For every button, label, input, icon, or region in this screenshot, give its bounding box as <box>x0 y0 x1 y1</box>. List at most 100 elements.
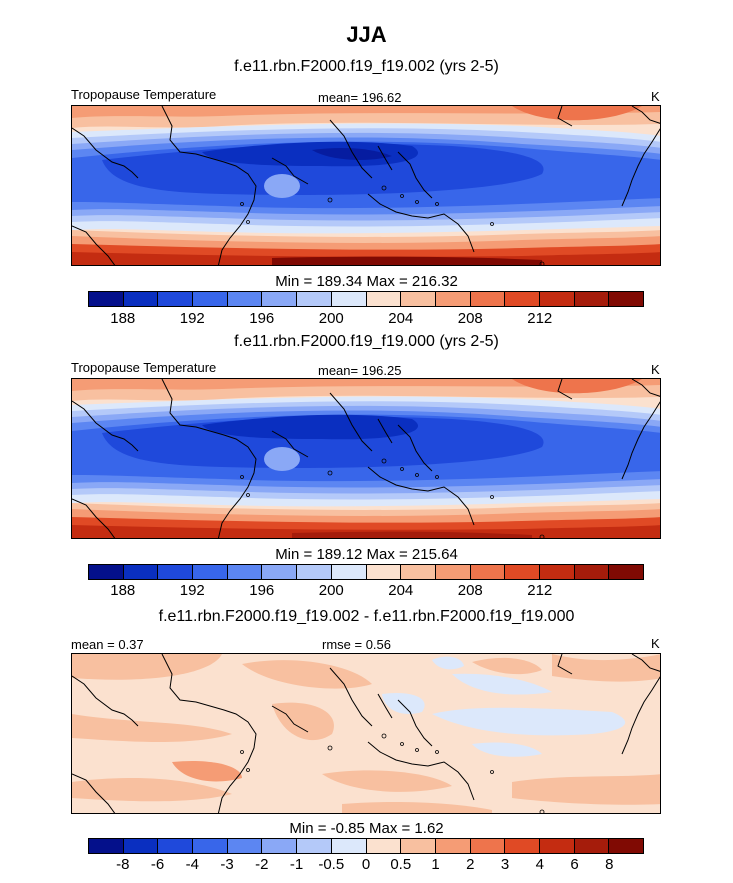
panel2-mean-label: mean= 196.25 <box>318 363 402 378</box>
colorbar-box <box>227 839 263 853</box>
colorbar-box <box>123 565 159 579</box>
colorbar-box <box>193 292 228 306</box>
colorbar-tick-label: 200 <box>318 582 344 599</box>
colorbar-tick-label: 1 <box>431 856 440 873</box>
colorbar-box <box>123 292 159 306</box>
colorbar-box <box>574 565 610 579</box>
panel3-colorbar <box>88 838 644 854</box>
colorbar-tick-label: -8 <box>116 856 130 873</box>
colorbar-box <box>89 565 124 579</box>
colorbar-tick-label: 196 <box>249 310 275 327</box>
panel1-variable-label: Tropopause Temperature <box>71 87 217 102</box>
panel3-title: f.e11.rbn.F2000.f19_f19.002 - f.e11.rbn.… <box>158 608 575 625</box>
panel3-rmse-label: rmse = 0.56 <box>322 637 392 652</box>
colorbar-box <box>227 565 263 579</box>
colorbar-tick-label: 212 <box>527 582 553 599</box>
colorbar-box <box>297 565 332 579</box>
colorbar-box <box>331 292 367 306</box>
colorbar-box <box>366 292 402 306</box>
panel1-units-label: K <box>651 89 660 104</box>
colorbar-tick-label: 200 <box>318 310 344 327</box>
colorbar-box <box>574 292 610 306</box>
colorbar-tick-label: 192 <box>179 582 205 599</box>
colorbar-box <box>331 565 367 579</box>
colorbar-box <box>505 565 540 579</box>
colorbar-box <box>262 292 298 306</box>
colorbar-box <box>262 565 298 579</box>
panel1-mean-label: mean= 196.62 <box>318 90 402 105</box>
panel3-mean-label: mean = 0.37 <box>71 637 144 652</box>
colorbar-box <box>401 292 436 306</box>
panel1-colorbar <box>88 291 644 307</box>
colorbar-box <box>123 839 159 853</box>
colorbar-box <box>609 292 643 306</box>
colorbar-tick-label: 188 <box>110 582 136 599</box>
colorbar-tick-label: -1 <box>289 856 304 873</box>
colorbar-box <box>505 292 540 306</box>
colorbar-tick-label: -0.5 <box>318 856 345 873</box>
colorbar-tick-label: 3 <box>500 856 510 873</box>
colorbar-box <box>331 839 367 853</box>
colorbar-box <box>539 565 575 579</box>
colorbar-box <box>158 292 194 306</box>
colorbar-box <box>609 839 643 853</box>
colorbar-tick-label: -6 <box>150 856 165 873</box>
panel2-map <box>71 378 661 539</box>
colorbar-box <box>262 839 298 853</box>
colorbar-tick-label: 0 <box>361 856 371 873</box>
colorbar-box <box>89 292 124 306</box>
panel2-title: f.e11.rbn.F2000.f19_f19.000 (yrs 2-5) <box>234 333 499 350</box>
colorbar-box <box>158 839 194 853</box>
colorbar-box <box>609 565 643 579</box>
colorbar-tick-label: 208 <box>457 582 483 599</box>
colorbar-box <box>574 839 610 853</box>
panel2-colorbar <box>88 564 644 580</box>
colorbar-box <box>297 292 332 306</box>
panel3-stats: Min = -0.85 Max = 1.62 <box>289 820 444 837</box>
colorbar-box <box>435 292 471 306</box>
colorbar-tick-label: -3 <box>220 856 234 873</box>
colorbar-tick-label: 196 <box>249 582 275 599</box>
colorbar-box <box>297 839 332 853</box>
colorbar-box <box>401 565 436 579</box>
colorbar-box <box>470 565 506 579</box>
panel3-colorbar-ticks: -8 -6 -4 -3 -2 -1 -0.5 0 0.5 1 2 3 4 6 8 <box>88 856 644 876</box>
colorbar-box <box>470 839 506 853</box>
colorbar-box <box>539 292 575 306</box>
colorbar-box <box>193 839 228 853</box>
colorbar-box <box>470 292 506 306</box>
panel3-units-label: K <box>651 636 660 651</box>
colorbar-tick-label: 208 <box>457 310 483 327</box>
panel2-units-label: K <box>651 362 660 377</box>
colorbar-tick-label: -2 <box>255 856 269 873</box>
colorbar-tick-label: 204 <box>388 310 414 327</box>
panel1-stats: Min = 189.34 Max = 216.32 <box>275 273 458 290</box>
colorbar-tick-label: 4 <box>535 856 544 873</box>
colorbar-tick-label: 188 <box>110 310 136 327</box>
colorbar-tick-label: 2 <box>466 856 475 873</box>
panel3-map <box>71 653 661 814</box>
colorbar-box <box>193 565 228 579</box>
colorbar-box <box>89 839 124 853</box>
panel2-stats: Min = 189.12 Max = 215.64 <box>275 546 458 563</box>
colorbar-box <box>539 839 575 853</box>
colorbar-box <box>227 292 263 306</box>
colorbar-tick-label: -4 <box>185 856 199 873</box>
colorbar-box <box>435 839 471 853</box>
colorbar-tick-label: 192 <box>179 310 205 327</box>
colorbar-box <box>366 839 402 853</box>
figure-title: JJA <box>346 22 387 47</box>
colorbar-tick-label: 212 <box>527 310 553 327</box>
panel1-title: f.e11.rbn.F2000.f19_f19.002 (yrs 2-5) <box>234 58 499 75</box>
colorbar-box <box>401 839 436 853</box>
colorbar-tick-label: 0.5 <box>390 856 412 873</box>
colorbar-box <box>158 565 194 579</box>
panel1-map <box>71 105 661 266</box>
panel2-colorbar-ticks: 188 192 196 200 204 208 212 <box>88 582 644 602</box>
colorbar-box <box>505 839 540 853</box>
colorbar-box <box>366 565 402 579</box>
colorbar-tick-label: 6 <box>570 856 579 873</box>
colorbar-box <box>435 565 471 579</box>
colorbar-tick-label: 204 <box>388 582 414 599</box>
panel2-variable-label: Tropopause Temperature <box>71 360 217 375</box>
